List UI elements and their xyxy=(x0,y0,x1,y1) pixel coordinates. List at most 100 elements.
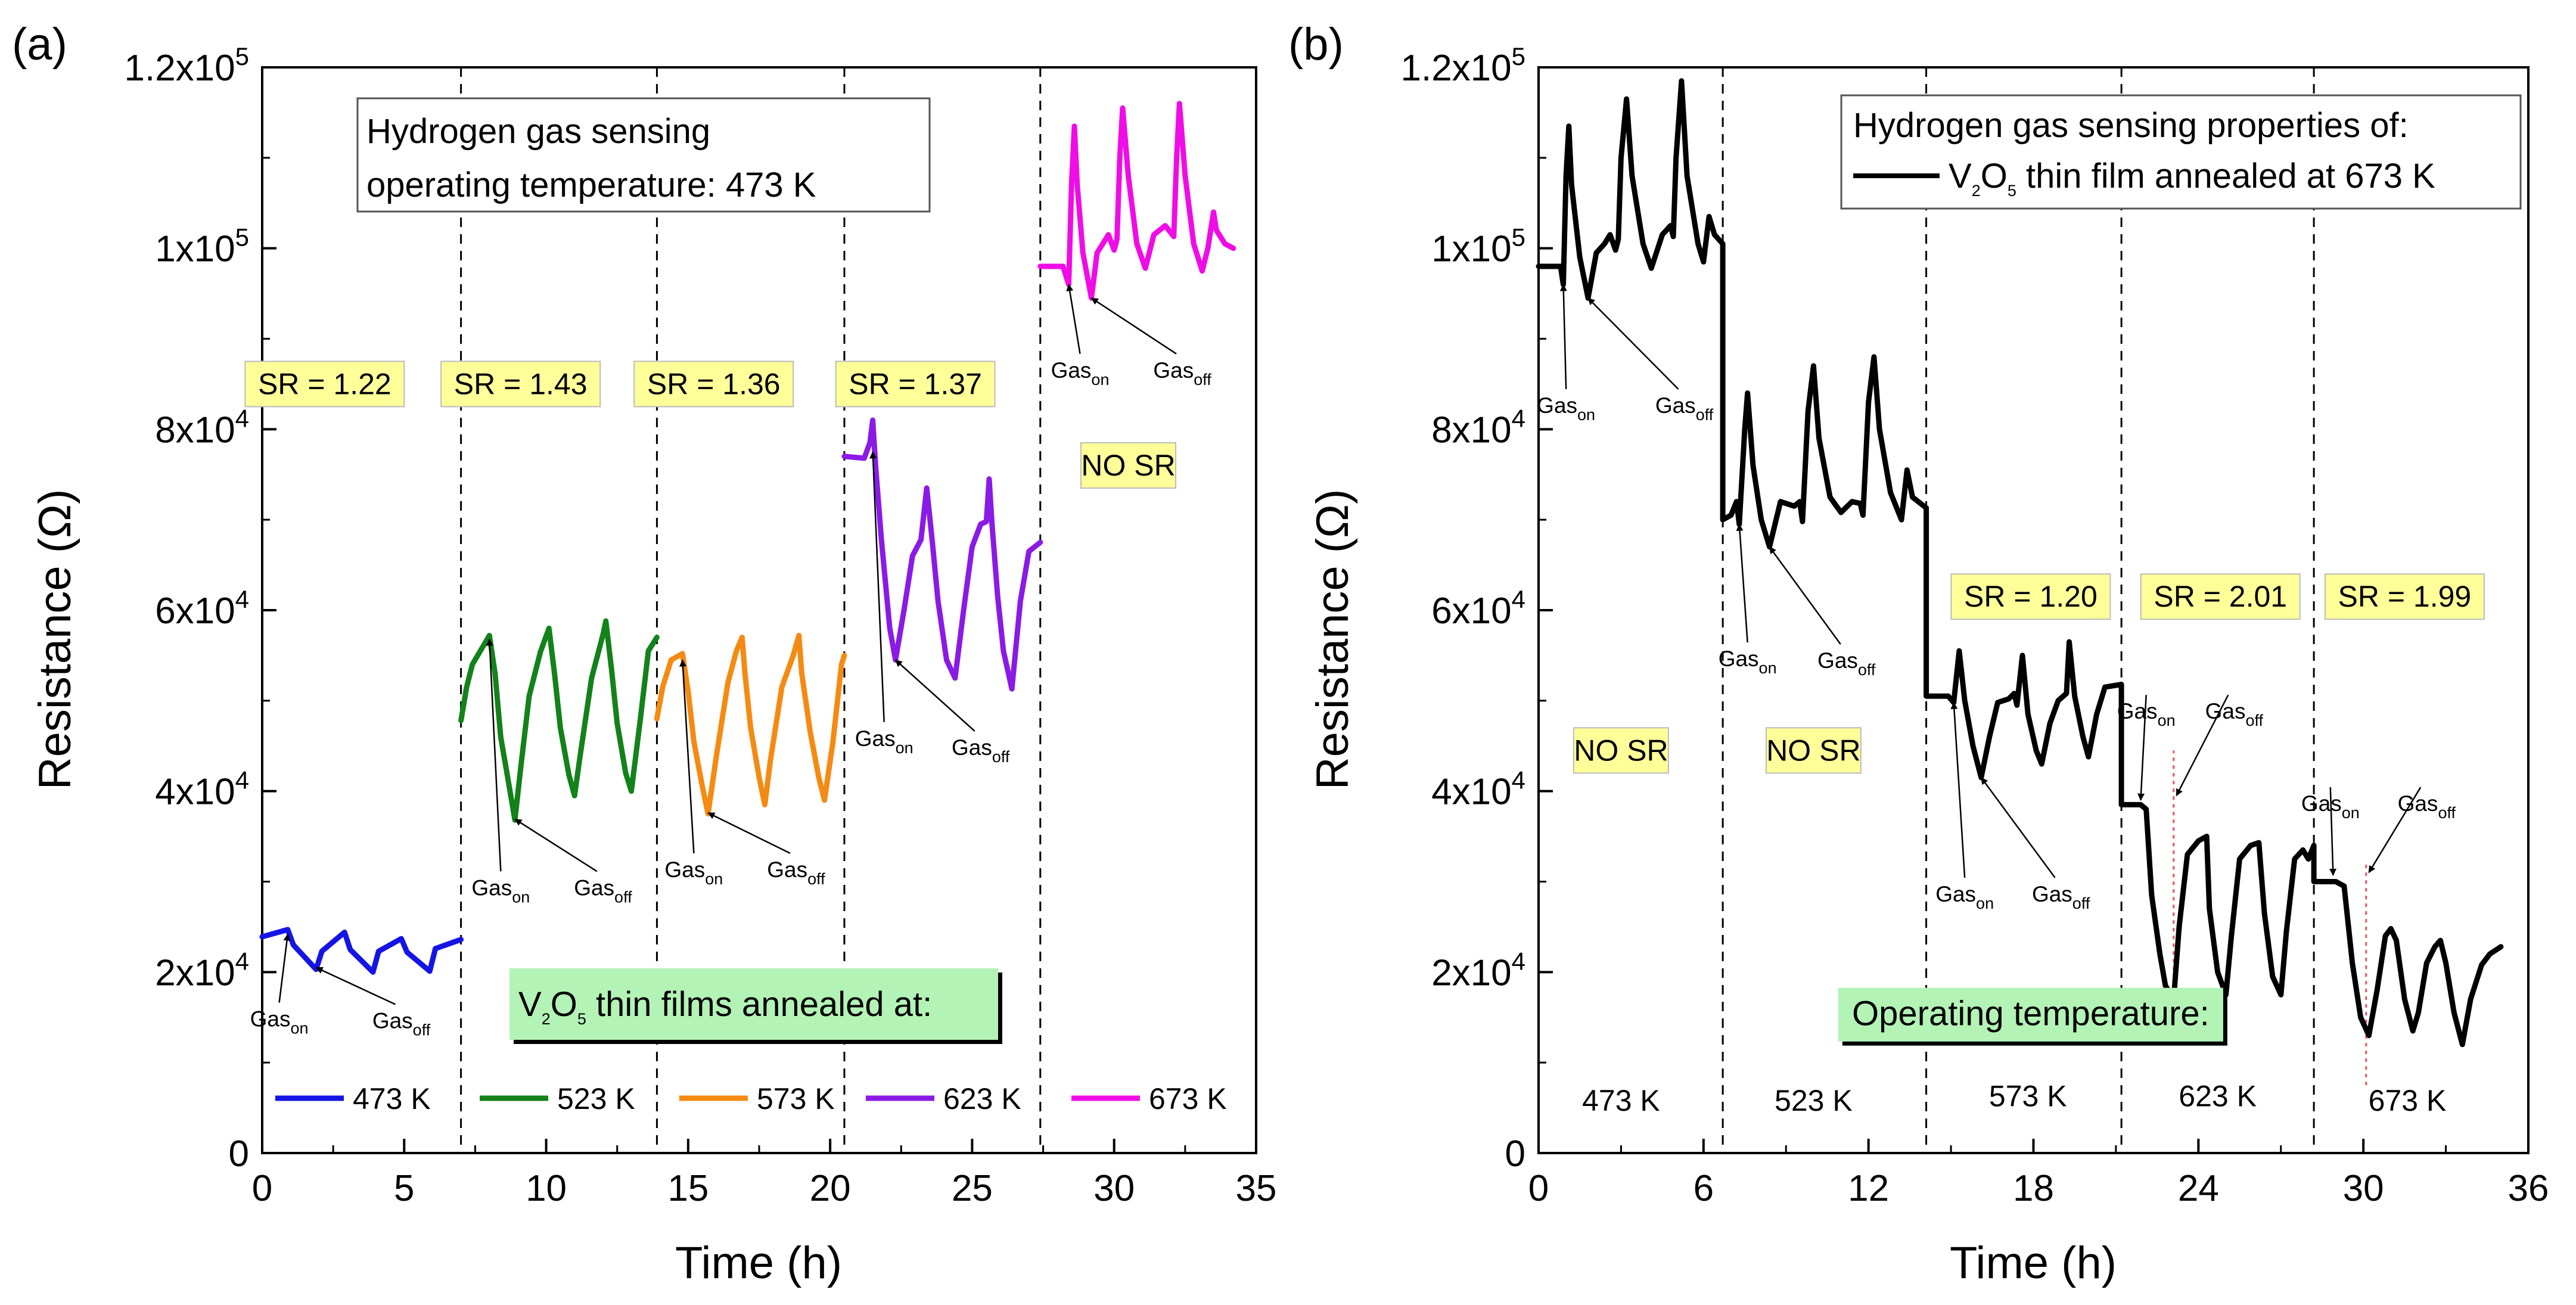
b-gas-on-arrow xyxy=(1950,701,1966,878)
b-sr-box xyxy=(1573,727,1669,774)
panel-a-ylabel: Resistance (Ω) xyxy=(30,489,80,790)
a-ytick-label: 6x104 xyxy=(155,585,249,632)
a-gas-on-arrow xyxy=(869,451,885,722)
b-sr-box xyxy=(2140,573,2301,620)
a-sr-box xyxy=(1080,442,1177,489)
b-gas-off-label: Gasoff xyxy=(2205,699,2264,729)
a-series-line xyxy=(841,417,1043,692)
b-gas-on-label: Gason xyxy=(1719,647,1777,677)
b-ytick-label: 8x104 xyxy=(1431,404,1525,450)
b-temp-box-label: Operating temperature: xyxy=(1852,995,2210,1033)
b-gas-off-arrow xyxy=(1980,777,2056,878)
a-gas-on-label: Gason xyxy=(471,875,530,906)
a-gas-off-arrow xyxy=(1090,297,1177,355)
b-sr-box xyxy=(1765,727,1862,774)
b-gas-on-arrow xyxy=(2329,787,2337,876)
panel-a-info-line-1: Hydrogen gas sensing xyxy=(366,112,710,151)
b-gas-off-label: Gasoff xyxy=(2032,882,2090,912)
b-gas-off-arrow xyxy=(1587,297,1679,390)
a-ytick-label: 0 xyxy=(229,1133,249,1174)
a-sr-label: SR = 1.36 xyxy=(647,367,781,400)
a-gas-on-arrow xyxy=(278,933,291,1003)
panel-b: (b) 0 6 12 18 24 30 36 0 2x104 4x104 6x104 8x104 1x1… xyxy=(1288,19,2549,1288)
svg-text:V2O5 thin films annealed at:: V2O5 thin films annealed at: xyxy=(518,985,932,1028)
b-temp-box xyxy=(1838,987,2223,1042)
b-xtick-label: 12 xyxy=(1848,1168,1889,1209)
a-sr-box xyxy=(440,361,601,408)
a-gas-off-label: Gasoff xyxy=(952,735,1010,766)
panel-a-label: (a) xyxy=(12,19,67,70)
a-xtick-label: 0 xyxy=(252,1168,272,1209)
b-temp-label: 673 K xyxy=(2369,1084,2447,1117)
a-gas-on-label: Gason xyxy=(1051,358,1110,389)
b-gas-on-arrow xyxy=(1736,523,1748,643)
b-sr-label: NO SR xyxy=(1574,734,1668,767)
a-xtick-label: 10 xyxy=(526,1168,567,1209)
b-ytick-label: 1x105 xyxy=(1431,223,1525,270)
b-gas-off-label: Gasoff xyxy=(2398,791,2456,822)
panel-a-plot: 0 5 10 15 20 25 30 35 0 2x104 4x104 6x104 8x104 1x105… xyxy=(124,42,1276,1209)
a-gas-on-arrow xyxy=(486,638,502,872)
a-xtick-label: 5 xyxy=(394,1168,414,1209)
a-gas-off-arrow xyxy=(894,659,975,732)
a-legend-label: 623 K xyxy=(943,1082,1021,1116)
a-sr-box xyxy=(835,361,996,408)
b-gas-off-label: Gasoff xyxy=(1655,393,1714,424)
panel-a-info-line-2: operating temperature: 473 K xyxy=(366,166,816,204)
panel-a-xlabel: Time (h) xyxy=(675,1238,842,1288)
a-sr-label: SR = 1.37 xyxy=(849,367,982,400)
a-gas-off-arrow xyxy=(315,967,396,1005)
b-gas-on-arrow xyxy=(1559,284,1567,390)
b-sr-label: SR = 2.01 xyxy=(2154,580,2287,613)
b-temp-label: 473 K xyxy=(1582,1084,1660,1117)
a-series-line xyxy=(1037,101,1236,301)
b-gas-on-label: Gason xyxy=(1537,393,1595,424)
b-sr-label: SR = 1.20 xyxy=(1964,580,2098,613)
a-gas-on-label: Gason xyxy=(250,1006,309,1037)
b-temp-label: 573 K xyxy=(1989,1079,2067,1113)
b-ytick-label: 1.2x105 xyxy=(1400,42,1525,89)
b-gas-on-arrow xyxy=(2137,695,2147,801)
panel-b-legend-box: Hydrogen gas sensing properties of: V2O5… xyxy=(1840,94,2522,210)
a-xtick-label: 30 xyxy=(1093,1168,1135,1209)
b-sr-label: SR = 1.99 xyxy=(2338,580,2471,613)
panel-a-info-box: Hydrogen gas sensing operating temperatu… xyxy=(356,97,931,213)
panel-a-legend: 473 K 523 K 573 K 623 K 673 K xyxy=(275,1082,1227,1116)
a-sr-box xyxy=(633,361,794,408)
a-gas-off-arrow xyxy=(707,812,791,855)
panel-a: (a) 0 5 10 15 20 25 30 35 0 2x104 4x104 6x104 8x104 1… xyxy=(12,19,1276,1288)
a-gas-off-arrow xyxy=(514,818,598,872)
a-series-line xyxy=(259,927,464,975)
a-xtick-label: 35 xyxy=(1236,1168,1277,1209)
a-sr-label: SR = 1.43 xyxy=(454,367,588,400)
b-xtick-label: 0 xyxy=(1528,1168,1549,1209)
panel-b-ylabel: Resistance (Ω) xyxy=(1307,489,1358,790)
panel-b-xlabel: Time (h) xyxy=(1950,1238,2117,1288)
a-sr-box xyxy=(244,361,405,408)
b-gas-on-label: Gason xyxy=(1935,882,1994,912)
a-gas-on-label: Gason xyxy=(664,857,723,888)
a-gas-on-label: Gason xyxy=(855,726,913,757)
a-sr-label: NO SR xyxy=(1081,449,1175,482)
a-gas-on-arrow xyxy=(679,659,695,853)
b-ytick-label: 0 xyxy=(1505,1133,1525,1174)
panel-b-legend-title: Hydrogen gas sensing properties of: xyxy=(1853,106,2409,145)
b-xtick-label: 6 xyxy=(1693,1168,1714,1209)
panel-b-plot: 0 6 12 18 24 30 36 0 2x104 4x104 6x104 8x104 1x105 1.… xyxy=(1400,42,2549,1209)
b-ytick-label: 2x104 xyxy=(1431,947,1525,993)
a-ytick-label: 1.2x105 xyxy=(124,42,249,89)
b-series-line xyxy=(1536,78,2504,1048)
a-ytick-label: 4x104 xyxy=(155,766,249,813)
b-sr-box xyxy=(2324,573,2485,620)
b-gas-on-label: Gason xyxy=(2301,791,2360,822)
a-legend-label: 473 K xyxy=(353,1082,431,1116)
b-ytick-label: 4x104 xyxy=(1431,766,1525,813)
b-gas-off-arrow xyxy=(1769,546,1841,645)
a-series-line xyxy=(654,633,847,817)
a-xtick-label: 20 xyxy=(810,1168,851,1209)
a-ytick-label: 2x104 xyxy=(155,947,249,993)
b-temp-label: 623 K xyxy=(2179,1079,2257,1113)
b-sr-label: NO SR xyxy=(1766,734,1860,767)
a-ytick-label: 8x104 xyxy=(155,404,249,450)
b-gas-off-arrow xyxy=(2368,787,2422,874)
